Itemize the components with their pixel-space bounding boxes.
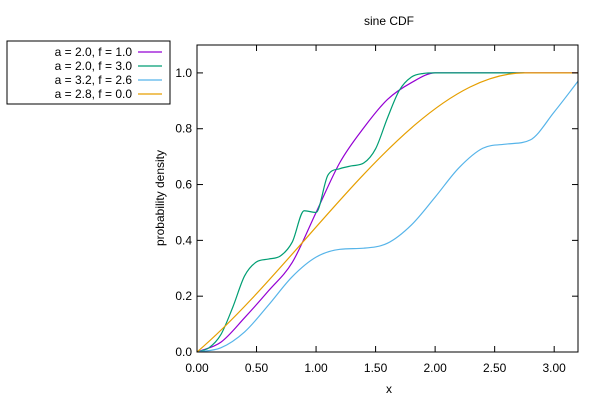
y-tick-label: 0.2 <box>175 289 192 303</box>
y-axis-label: probability density <box>153 150 167 246</box>
y-tick-label: 0.8 <box>175 122 192 136</box>
x-tick-label: 2.50 <box>483 361 507 375</box>
plot-frame <box>196 44 579 353</box>
legend-label: a = 2.0, f = 3.0 <box>55 59 133 73</box>
series-line-1 <box>197 72 578 352</box>
x-tick-label: 1.50 <box>364 361 388 375</box>
x-tick-label: 3.00 <box>543 361 567 375</box>
x-axis-ticks: 0.00 0.50 1.00 1.50 2.00 2.50 3.00 <box>185 45 566 375</box>
legend-label: a = 3.2, f = 2.6 <box>55 73 133 87</box>
legend-label: a = 2.8, f = 0.0 <box>55 87 133 101</box>
y-tick-label: 0.4 <box>175 233 192 247</box>
series-line-3 <box>197 80 578 352</box>
x-tick-label: 2.00 <box>423 361 447 375</box>
series-line-2 <box>197 72 525 352</box>
x-tick-label: 0.50 <box>245 361 269 375</box>
legend: a = 2.0, f = 1.0a = 2.0, f = 3.0a = 3.2,… <box>6 40 171 105</box>
series-line-4 <box>197 72 578 352</box>
x-axis-label: x <box>386 382 392 396</box>
y-axis-ticks: 0.0 0.2 0.4 0.6 0.8 1.0 <box>175 66 578 359</box>
y-tick-label: 0.6 <box>175 178 192 192</box>
chart-title: sine CDF <box>364 14 414 28</box>
x-tick-label: 0.00 <box>185 361 209 375</box>
legend-label: a = 2.0, f = 1.0 <box>55 45 133 59</box>
x-tick-label: 1.00 <box>304 361 328 375</box>
series-layer <box>197 72 578 352</box>
y-tick-label: 1.0 <box>175 66 192 80</box>
y-tick-label: 0.0 <box>175 345 192 359</box>
